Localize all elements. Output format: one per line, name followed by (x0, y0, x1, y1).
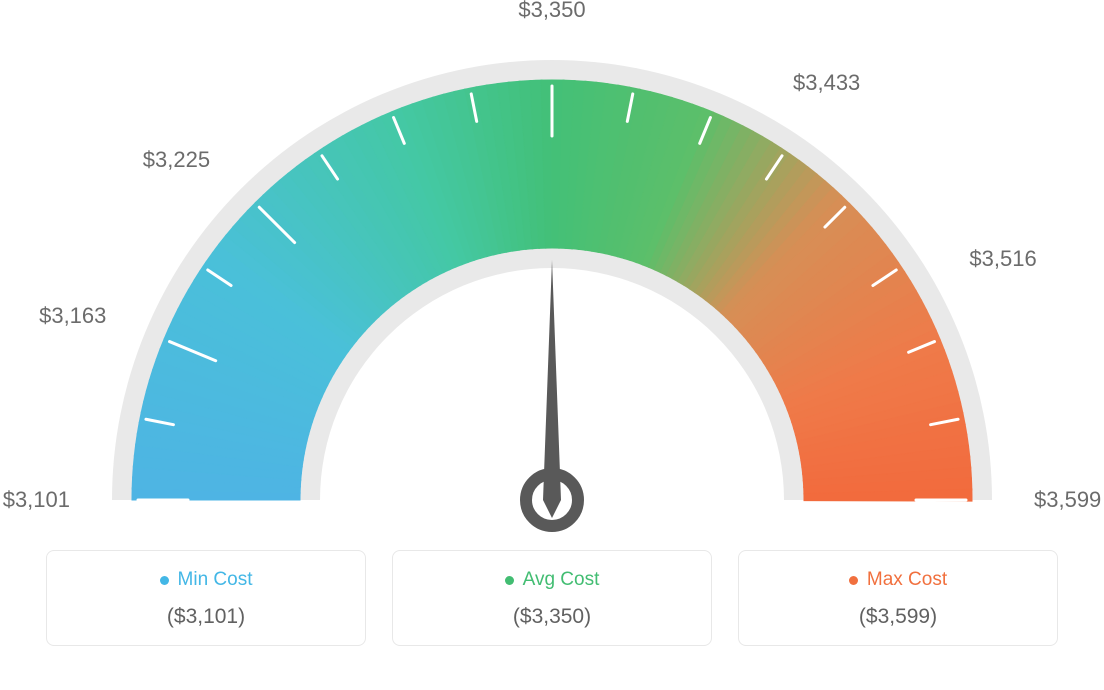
gauge-tick-label: $3,225 (143, 147, 210, 173)
gauge-chart: $3,101 $3,163 $3,225 $3,350 $3,433 $3,516 $3,5… (0, 0, 1104, 560)
gauge-tick-label: $3,350 (518, 0, 585, 23)
legend-dot-icon (160, 576, 169, 585)
legend-value: ($3,350) (393, 605, 711, 629)
legend-dot-icon (849, 576, 858, 585)
legend-title: Min Cost (160, 569, 253, 591)
legend-card: Avg Cost ($3,350) (392, 550, 712, 646)
legend-card: Max Cost ($3,599) (738, 550, 1058, 646)
legend-card: Min Cost ($3,101) (46, 550, 366, 646)
legend-title-text: Max Cost (867, 569, 947, 591)
gauge-tick-label: $3,516 (969, 246, 1036, 272)
gauge-tick-label: $3,433 (793, 70, 860, 96)
legend-title-text: Min Cost (178, 569, 253, 591)
gauge-svg (22, 20, 1082, 560)
legend-value: ($3,599) (739, 605, 1057, 629)
legend-title: Max Cost (849, 569, 947, 591)
gauge-tick-label: $3,599 (1034, 487, 1101, 513)
legend-value: ($3,101) (47, 605, 365, 629)
legend-row: Min Cost ($3,101) Avg Cost ($3,350) Max Cost… (0, 550, 1104, 646)
gauge-tick-label: $3,101 (3, 487, 70, 513)
legend-title: Avg Cost (505, 569, 600, 591)
gauge-tick-label: $3,163 (39, 303, 106, 329)
legend-title-text: Avg Cost (523, 569, 600, 591)
legend-dot-icon (505, 576, 514, 585)
